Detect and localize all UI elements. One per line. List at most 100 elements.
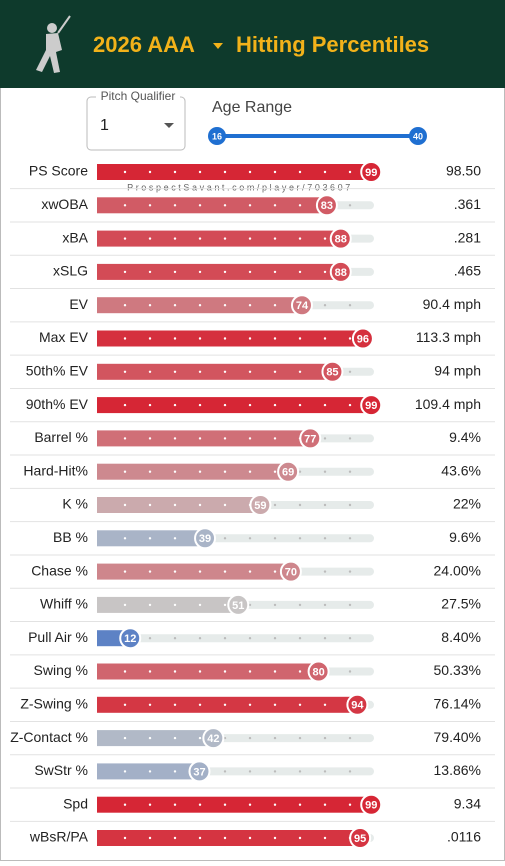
metric-label: xwOBA xyxy=(41,196,88,212)
track-dot xyxy=(223,670,227,673)
track-dot xyxy=(148,770,152,773)
percentile-label: 99 xyxy=(365,800,377,812)
track-dot xyxy=(173,337,177,340)
track-dot xyxy=(248,603,252,607)
track-dot xyxy=(323,703,327,706)
metric-label: Barrel % xyxy=(34,429,88,445)
percentile-label: 85 xyxy=(326,367,338,379)
percentile-label: 83 xyxy=(321,200,333,212)
track-dot xyxy=(248,803,252,806)
track-dot xyxy=(148,237,152,240)
track-dot xyxy=(148,570,152,573)
select-value[interactable]: 1 xyxy=(100,117,109,134)
track-dot xyxy=(198,637,202,640)
track-dot xyxy=(223,370,227,373)
track-dot xyxy=(273,270,277,274)
track-dot xyxy=(198,703,202,706)
metric-label: Whiff % xyxy=(40,596,88,612)
track-dot xyxy=(198,670,202,673)
stat-value: .361 xyxy=(454,196,481,212)
percentile-label: 80 xyxy=(312,666,324,678)
slider-handle[interactable] xyxy=(208,127,226,145)
percentile-label: 77 xyxy=(304,433,316,445)
track-dot xyxy=(298,204,302,207)
percentile-badge xyxy=(315,194,338,217)
track-dot xyxy=(348,770,352,773)
bar xyxy=(97,763,200,780)
track-dot xyxy=(198,603,202,607)
track-dot xyxy=(123,304,127,307)
track-dot xyxy=(298,603,302,607)
track-dot xyxy=(123,337,127,340)
bar xyxy=(97,596,239,613)
bar xyxy=(97,563,291,580)
track-dot xyxy=(198,570,202,573)
percentile-label: 74 xyxy=(296,300,309,312)
track-dot xyxy=(173,570,177,573)
metric-label: 50th% EV xyxy=(26,363,89,379)
stat-value: 9.6% xyxy=(449,529,481,545)
track-dot xyxy=(148,270,152,274)
track xyxy=(97,634,374,643)
dropdown-caret[interactable] xyxy=(213,43,223,49)
track-dot xyxy=(273,670,277,673)
track-dot xyxy=(273,370,277,373)
track-dot xyxy=(198,304,202,307)
track-dot xyxy=(323,570,327,573)
track-dot xyxy=(198,170,202,174)
percentile-badge xyxy=(360,793,383,816)
track-dot xyxy=(348,603,352,607)
track-dot xyxy=(323,337,327,340)
metric-label: K % xyxy=(62,496,88,512)
track-dot xyxy=(298,270,302,274)
percentile-badge xyxy=(360,394,383,417)
track-dot xyxy=(148,170,152,174)
percentile-badge xyxy=(351,327,374,350)
track-dot xyxy=(173,803,177,806)
track-dot xyxy=(298,237,302,240)
track-dot xyxy=(273,570,277,573)
metric-label: SwStr % xyxy=(34,762,88,778)
age-range-label: Age Range xyxy=(212,99,292,116)
bar xyxy=(97,463,289,480)
metric-label: Pull Air % xyxy=(28,629,88,645)
percentile-badge xyxy=(227,593,250,616)
metric-label: Z-Contact % xyxy=(10,729,88,745)
percentile-label: 99 xyxy=(365,400,377,412)
track-dot xyxy=(348,503,352,507)
slider-handle[interactable] xyxy=(409,127,427,145)
percentile-label: 94 xyxy=(351,700,364,712)
track-dot xyxy=(148,537,152,540)
season-title[interactable]: 2026 AAA xyxy=(93,32,195,57)
metric-label: BB % xyxy=(53,529,88,545)
track-dot xyxy=(298,670,302,673)
percentile-badge xyxy=(321,360,344,383)
track-dot xyxy=(173,304,177,307)
track-dot xyxy=(273,403,277,407)
track-dot xyxy=(348,370,352,373)
track-dot xyxy=(348,470,352,473)
track-dot xyxy=(198,270,202,274)
track-dot xyxy=(248,437,252,440)
metric-label: Max EV xyxy=(39,329,89,345)
bar xyxy=(97,696,358,713)
track-dot xyxy=(223,637,227,640)
track-dot xyxy=(148,836,152,840)
track-dot xyxy=(348,337,352,340)
percentile-label: 99 xyxy=(365,167,377,179)
select-caret[interactable] xyxy=(164,123,174,128)
track-dot xyxy=(148,337,152,340)
stat-value: 98.50 xyxy=(446,163,481,179)
track-dot xyxy=(248,270,252,274)
track-dot xyxy=(223,337,227,340)
header-bar xyxy=(0,0,505,88)
track-dot xyxy=(323,237,327,240)
track-dot xyxy=(223,803,227,806)
track-dot xyxy=(248,637,252,640)
percentile-badge xyxy=(329,227,352,250)
track-dot xyxy=(298,370,302,373)
track-dot xyxy=(273,337,277,340)
track-dot xyxy=(123,270,127,274)
track-dot xyxy=(298,503,302,507)
track-dot xyxy=(198,437,202,440)
